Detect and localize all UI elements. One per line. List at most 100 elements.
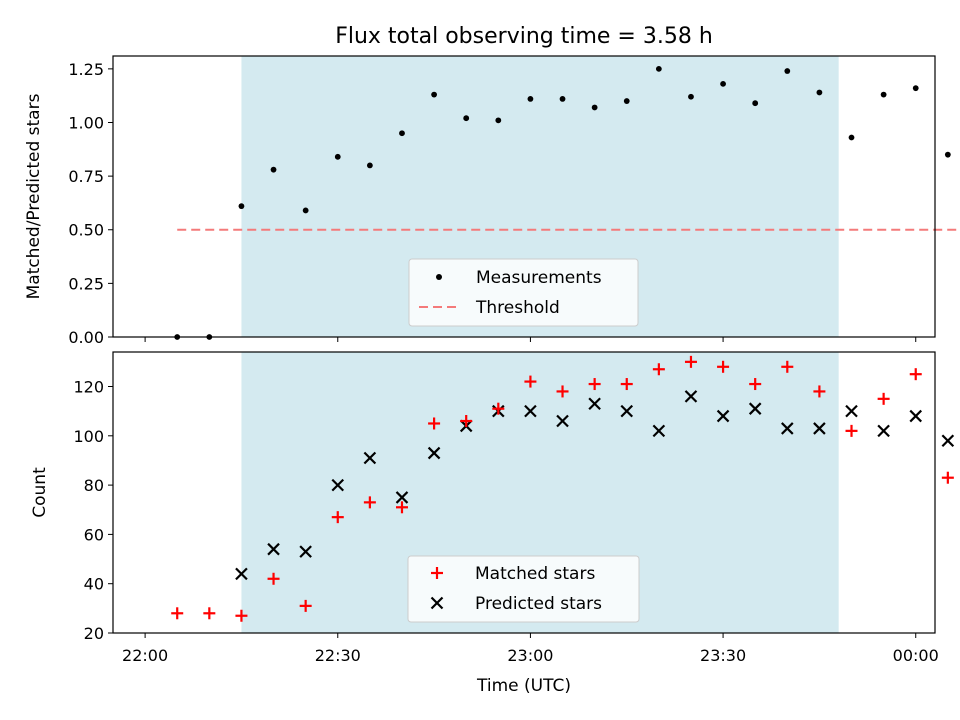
predicted-stars-point-b [363, 451, 377, 465]
predicted-stars-point [652, 424, 666, 438]
predicted-stars-point-b [235, 567, 248, 581]
matched-stars-point [556, 385, 569, 398]
y-tick-label: 0.00 [68, 328, 104, 347]
predicted-stars-point-b [684, 390, 698, 403]
measurement-point [655, 65, 662, 72]
matched-stars-point [267, 572, 280, 585]
predicted-stars-point-b [427, 446, 441, 460]
measurement-point [334, 153, 341, 160]
predicted-stars-point [267, 542, 280, 556]
predicted-stars-point [620, 404, 634, 418]
predicted-stars-point-b [909, 409, 923, 423]
top-y-axis-label: Matched/Predicted stars [24, 93, 44, 299]
x-axis-label: Time (UTC) [476, 676, 571, 696]
matched-stars-point [684, 355, 697, 368]
y-tick-label: 60 [84, 525, 104, 544]
matched-stars-point [813, 385, 826, 398]
predicted-stars-point [877, 424, 890, 438]
legend-plus [431, 567, 443, 579]
predicted-stars-point [781, 422, 794, 435]
matched-stars-point [717, 360, 730, 373]
measurement-point [559, 96, 566, 102]
measurement-point [270, 166, 277, 173]
chart-title: Flux total observing time = 3.58 h [335, 24, 713, 49]
top-y-ticks: 0.00 0.25 0.50 0.75 1.00 1.25 [68, 60, 113, 347]
predicted-stars-point [813, 422, 826, 435]
matched-stars-point [941, 471, 954, 484]
predicted-stars-point [235, 567, 248, 581]
predicted-stars-point [845, 404, 858, 418]
measurement-point [752, 100, 759, 107]
predicted-stars-point-b [877, 424, 890, 438]
y-tick-label: 0.50 [68, 221, 104, 240]
measurement-point [399, 130, 405, 137]
matched-stars-point [588, 378, 601, 391]
predicted-stars-point-b [331, 478, 345, 492]
top-legend: Measurements Threshold [408, 258, 639, 327]
top-legend-box [408, 258, 639, 327]
y-tick-label: 120 [73, 378, 104, 397]
measurement-point [784, 68, 791, 74]
predicted-stars-point-b [845, 404, 858, 418]
y-tick-label: 100 [73, 427, 104, 446]
bottom-axes-frame [112, 351, 936, 634]
measurement-point [688, 93, 694, 100]
matched-stars-point [909, 368, 922, 381]
legend-measurements-marker [436, 274, 442, 280]
x-tick-label: 22:00 [122, 646, 168, 665]
predicted-stars-point [427, 446, 441, 460]
measurement-point [431, 91, 437, 98]
legend-predicted-label: Predicted stars [475, 594, 602, 614]
measurement-point [463, 115, 470, 122]
legend-measurements-label: Measurements [476, 268, 602, 288]
top-x-ticks [144, 337, 917, 342]
matched-stars-point [492, 402, 505, 415]
matched-stars-point [363, 496, 376, 509]
bottom-y-axis-label: Count [30, 467, 50, 518]
measurement-point [720, 80, 726, 87]
measurement-point [880, 91, 887, 98]
matched-stars-point [331, 511, 344, 524]
y-tick-label: 0.75 [68, 167, 104, 186]
matched-stars-point [235, 609, 248, 622]
predicted-stars-point [588, 397, 601, 411]
predicted-stars-point [684, 390, 698, 403]
bottom-x-ticks: 22:0022:3023:0023:3000:0000:3001:0001:30… [122, 633, 939, 665]
predicted-stars-point-b [267, 542, 280, 556]
matched-stars-point [428, 417, 441, 430]
measurement-point [944, 151, 951, 158]
predicted-stars-point-b [813, 422, 826, 435]
measurement-point [816, 89, 823, 96]
measurement-point [527, 96, 534, 102]
legend-cross-b [430, 596, 444, 610]
counts-panel: 20 40 60 80 100 120 22:00 22:30 23:00 23:30 00:00… [30, 351, 955, 696]
predicted-stars-point [299, 545, 312, 558]
predicted-stars-point-b [588, 397, 601, 411]
matched-stars-point [299, 599, 312, 612]
predicted-stars-point-b [941, 434, 955, 448]
y-tick-label: 40 [84, 575, 104, 594]
measurement-point [912, 85, 919, 92]
bottom-legend: Matched stars Predicted stars [407, 555, 640, 623]
measurement-point [623, 98, 630, 104]
matched-stars-point [781, 360, 794, 373]
x-tick-label: 23:30 [700, 646, 746, 665]
predicted-stars-point [716, 409, 730, 423]
x-tick-label: 22:30 [315, 646, 361, 665]
predicted-stars-point [395, 491, 409, 504]
legend-cross [430, 596, 444, 610]
legend-matched-marker [431, 567, 443, 579]
y-tick-label: 20 [84, 624, 104, 643]
y-tick-label: 0.25 [68, 274, 104, 293]
predicted-stars-point [909, 409, 923, 423]
matched-stars-point [395, 501, 408, 514]
bottom-y-ticks: 20 40 60 80 100 120 [73, 378, 113, 643]
count-points [171, 355, 955, 622]
predicted-stars-point [556, 414, 569, 428]
predicted-stars-point-b [620, 404, 634, 418]
y-tick-label: 80 [84, 476, 104, 495]
y-tick-label: 1.25 [68, 60, 104, 79]
measurements-panel: 0.00 0.25 0.50 0.75 1.00 1.25 Flux total obse… [24, 24, 960, 347]
x-tick-label: 23:00 [507, 646, 553, 665]
measurement-point [238, 203, 245, 210]
